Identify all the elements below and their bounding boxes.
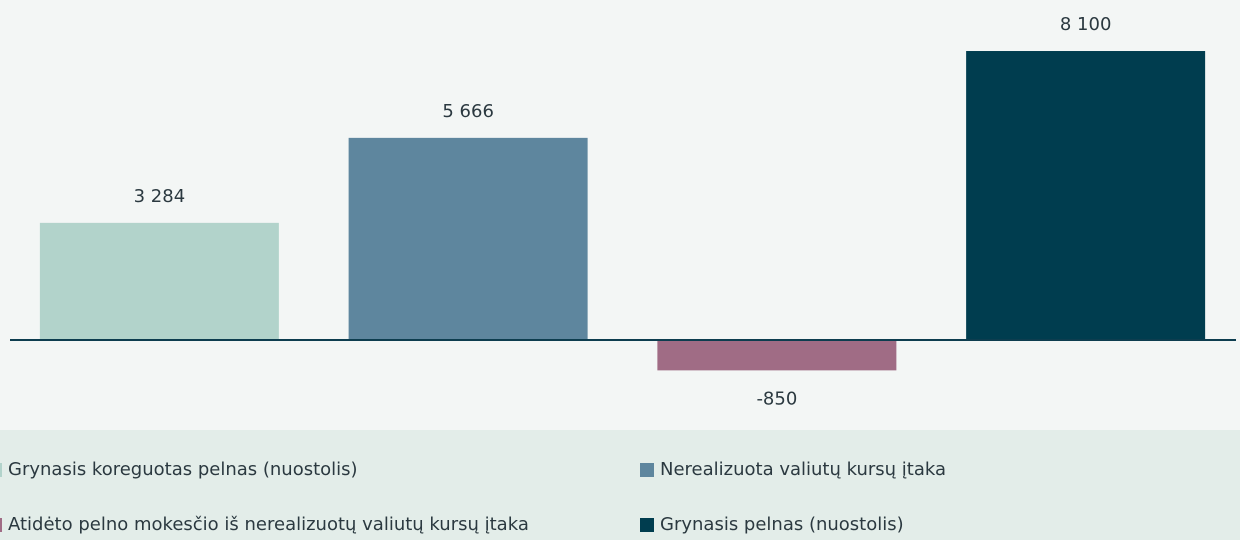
- legend-label: Grynasis pelnas (nuostolis): [660, 514, 904, 535]
- legend-label: Nerealizuota valiutų kursų įtaka: [660, 459, 946, 480]
- data-label: -850: [756, 388, 797, 409]
- bar: [966, 51, 1206, 341]
- legend-swatch: [640, 518, 654, 532]
- bar: [657, 340, 897, 371]
- legend-swatch: [640, 463, 654, 477]
- data-label: 8 100: [1060, 14, 1112, 35]
- legend-swatch: [0, 518, 2, 532]
- legend-swatch: [0, 463, 2, 477]
- data-label: 3 284: [134, 186, 186, 207]
- bar: [39, 222, 279, 341]
- legend-label: Atidėto pelno mokesčio iš nerealizuotų v…: [8, 514, 529, 535]
- data-label: 5 666: [442, 101, 494, 122]
- bar: [348, 137, 588, 341]
- legend-background: [0, 430, 1240, 540]
- legend-label: Grynasis koreguotas pelnas (nuostolis): [8, 459, 358, 480]
